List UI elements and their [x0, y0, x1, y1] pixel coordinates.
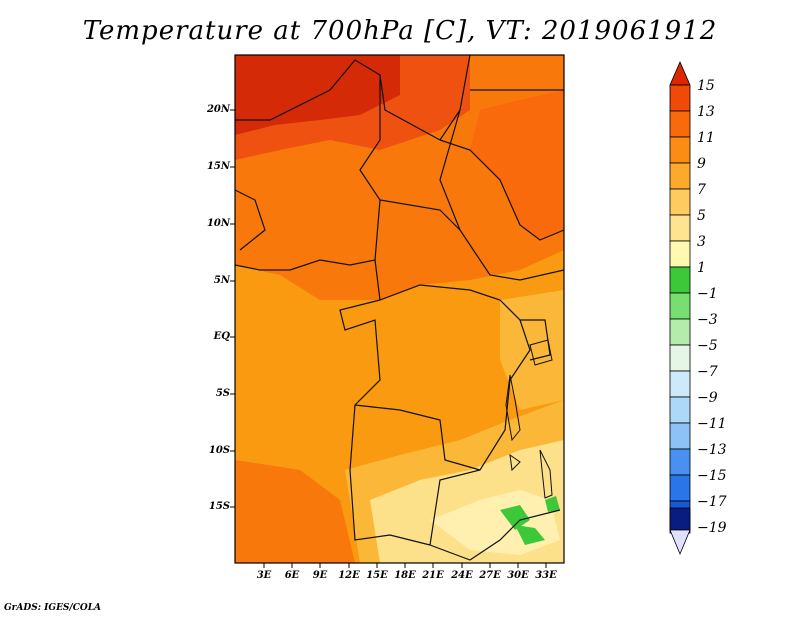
colorbar-bottom-arrow [669, 529, 691, 556]
colorbar-label-3: 3 [697, 234, 706, 250]
colorbar-label-neg9: −9 [697, 390, 718, 406]
colorbar-label-neg7: −7 [697, 364, 718, 380]
lat-label-15n: 15N [206, 161, 230, 172]
field-green-patch-3 [545, 496, 560, 512]
lat-label-10n: 10N [206, 218, 230, 229]
field-green-patch-1 [500, 505, 530, 530]
colorbar-top-arrow [669, 60, 691, 86]
lon-label-21e: 21E [422, 570, 444, 581]
colorbar-label-9: 9 [697, 156, 706, 172]
field-band-east-light [500, 290, 564, 410]
colorbar-label-11: 11 [697, 130, 715, 146]
grads-credit: GrADS: IGES/COLA [4, 603, 102, 613]
lon-label-6e: 6E [284, 570, 300, 581]
field-green-patch-2 [515, 525, 545, 545]
lon-label-3e: 3E [256, 570, 272, 581]
lon-label-33e: 33E [535, 570, 557, 581]
axis-ticks [230, 109, 547, 568]
field-band-15 [235, 55, 400, 135]
colorbar-label-5: 5 [697, 208, 706, 224]
map-title: Temperature at 700hPa [C], VT: 201906191… [82, 16, 718, 46]
colorbar-label-neg3: −3 [697, 312, 718, 328]
lat-label-10s: 10S [208, 445, 230, 456]
lon-label-24e: 24E [451, 570, 473, 581]
lat-label-20n: 20N [206, 104, 230, 115]
colorbar-label-neg17: −17 [697, 494, 727, 510]
lon-label-12e: 12E [338, 570, 360, 581]
colorbar-label-neg19: −19 [697, 520, 727, 536]
colorbar-label-neg13: −13 [697, 442, 727, 458]
lon-label-27e: 27E [479, 570, 501, 581]
field-band-ne [470, 55, 564, 100]
map-frame [234, 54, 565, 564]
colorbar-label-neg5: −5 [697, 338, 718, 354]
lat-label-15s: 15S [208, 501, 230, 512]
lon-label-9e: 9E [312, 570, 328, 581]
lon-label-15e: 15E [366, 570, 388, 581]
colorbar-label-neg1: −1 [697, 286, 718, 302]
lat-label-eq: EQ [213, 331, 230, 342]
colorbar-label-neg15: −15 [697, 468, 727, 484]
lat-label-5s: 5S [215, 388, 230, 399]
colorbar-label-7: 7 [697, 182, 706, 198]
lon-label-30e: 30E [507, 570, 529, 581]
lat-label-5n: 5N [213, 275, 230, 286]
colorbar-label-13: 13 [697, 104, 715, 120]
lake-outlines [505, 339, 553, 499]
colorbar-label-neg11: −11 [697, 416, 727, 432]
colorbar-label-1: 1 [697, 260, 706, 276]
temperature-field [235, 55, 564, 563]
lon-label-18e: 18E [394, 570, 416, 581]
colorbar-label-15: 15 [697, 78, 715, 94]
country-borders [235, 55, 564, 561]
field-band-sw [235, 460, 355, 563]
colorbar [669, 60, 691, 556]
field-band-east [470, 90, 564, 240]
